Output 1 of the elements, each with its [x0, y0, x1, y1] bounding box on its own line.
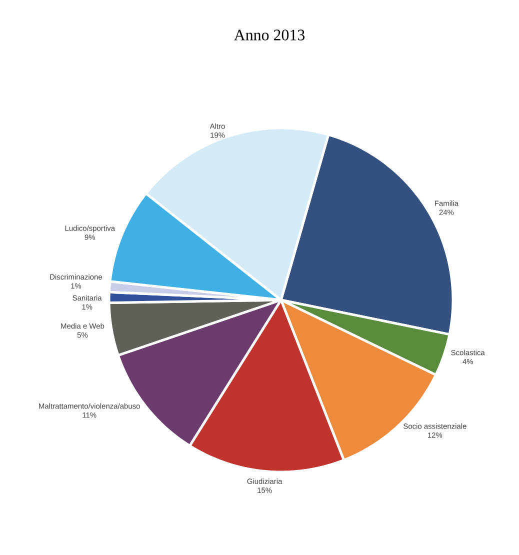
chart-title: Anno 2013 — [234, 30, 305, 40]
